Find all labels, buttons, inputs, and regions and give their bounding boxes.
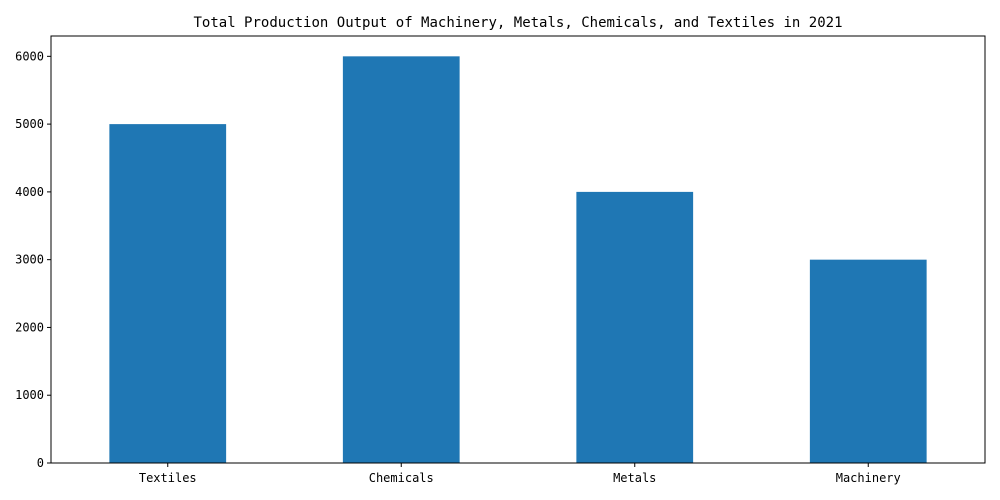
- y-tick-label: 0: [37, 456, 44, 470]
- y-tick-label: 1000: [15, 388, 44, 402]
- plot-frame: [50, 35, 986, 464]
- plot-area: 0 1000 2000 3000 4000 5000 6000 Textiles Chemica…: [15, 35, 986, 485]
- y-tick-label: 5000: [15, 117, 44, 131]
- y-tick-label: 3000: [15, 253, 44, 267]
- chart-title: Total Production Output of Machinery, Me…: [193, 15, 842, 31]
- y-tick-label: 4000: [15, 185, 44, 199]
- y-tick-label: 2000: [15, 320, 44, 334]
- bar-metals: [576, 191, 694, 463]
- x-tick-label: Textiles: [139, 471, 197, 485]
- x-tick-label: Metals: [613, 471, 656, 485]
- x-tick-label: Chemicals: [369, 471, 434, 485]
- bar-textiles: [109, 124, 227, 463]
- y-tick-label: 6000: [15, 49, 44, 63]
- x-tick-label: Machinery: [836, 471, 901, 485]
- bar-chemicals: [342, 56, 460, 463]
- bar-machinery: [809, 259, 927, 463]
